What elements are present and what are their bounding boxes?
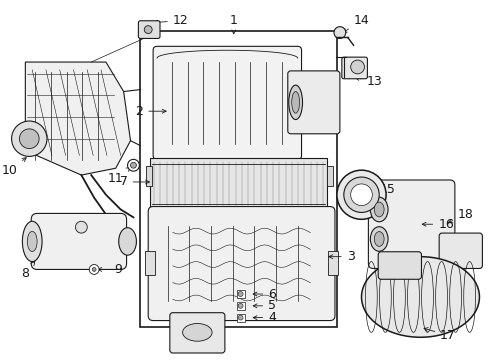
Ellipse shape [288,85,302,120]
Ellipse shape [182,324,212,341]
Text: 6: 6 [253,288,275,301]
FancyBboxPatch shape [169,313,224,353]
Circle shape [343,177,378,212]
Ellipse shape [373,202,384,217]
Text: 9: 9 [98,263,122,276]
Bar [146,166,152,186]
Circle shape [127,159,139,171]
FancyBboxPatch shape [31,213,126,269]
Circle shape [238,315,243,320]
Circle shape [92,267,96,271]
Polygon shape [25,62,130,175]
Ellipse shape [373,231,384,246]
Text: 18: 18 [447,208,473,223]
Circle shape [130,162,136,168]
Ellipse shape [27,231,37,252]
Ellipse shape [291,91,299,113]
Ellipse shape [369,197,387,222]
Circle shape [350,60,364,74]
FancyBboxPatch shape [438,233,482,269]
Circle shape [350,184,371,206]
FancyBboxPatch shape [377,252,421,279]
FancyBboxPatch shape [148,207,334,320]
Text: 5: 5 [253,299,276,312]
Text: 1: 1 [229,14,237,34]
Bar [236,302,244,310]
Text: 15: 15 [363,183,394,196]
Bar [145,251,155,275]
Ellipse shape [22,221,42,262]
FancyBboxPatch shape [153,46,301,159]
Bar [236,314,244,321]
FancyBboxPatch shape [287,71,339,134]
Circle shape [89,265,99,274]
FancyBboxPatch shape [138,21,160,39]
Text: 8: 8 [21,261,35,280]
Text: 17: 17 [423,328,455,342]
Bar [327,251,337,275]
Text: 13: 13 [355,75,382,88]
Bar [236,290,244,298]
Circle shape [12,121,47,156]
Text: 12: 12 [154,14,188,27]
Text: 3: 3 [328,250,354,263]
Ellipse shape [369,227,387,251]
Text: 11: 11 [108,167,130,185]
Text: 4: 4 [253,311,275,324]
Circle shape [20,129,39,149]
Circle shape [238,303,243,308]
Text: 10: 10 [1,158,26,177]
Ellipse shape [361,257,478,337]
Circle shape [238,292,243,297]
Bar [326,166,332,186]
Circle shape [75,221,87,233]
FancyBboxPatch shape [367,180,454,269]
Text: 16: 16 [421,218,453,231]
Circle shape [336,170,386,219]
FancyBboxPatch shape [341,57,366,79]
Text: 2: 2 [135,105,166,118]
Text: 14: 14 [342,14,368,32]
Ellipse shape [119,228,136,255]
Text: 7: 7 [120,175,149,189]
Circle shape [333,27,345,39]
Bar [150,158,326,210]
Bar [140,31,336,328]
Circle shape [144,26,152,33]
